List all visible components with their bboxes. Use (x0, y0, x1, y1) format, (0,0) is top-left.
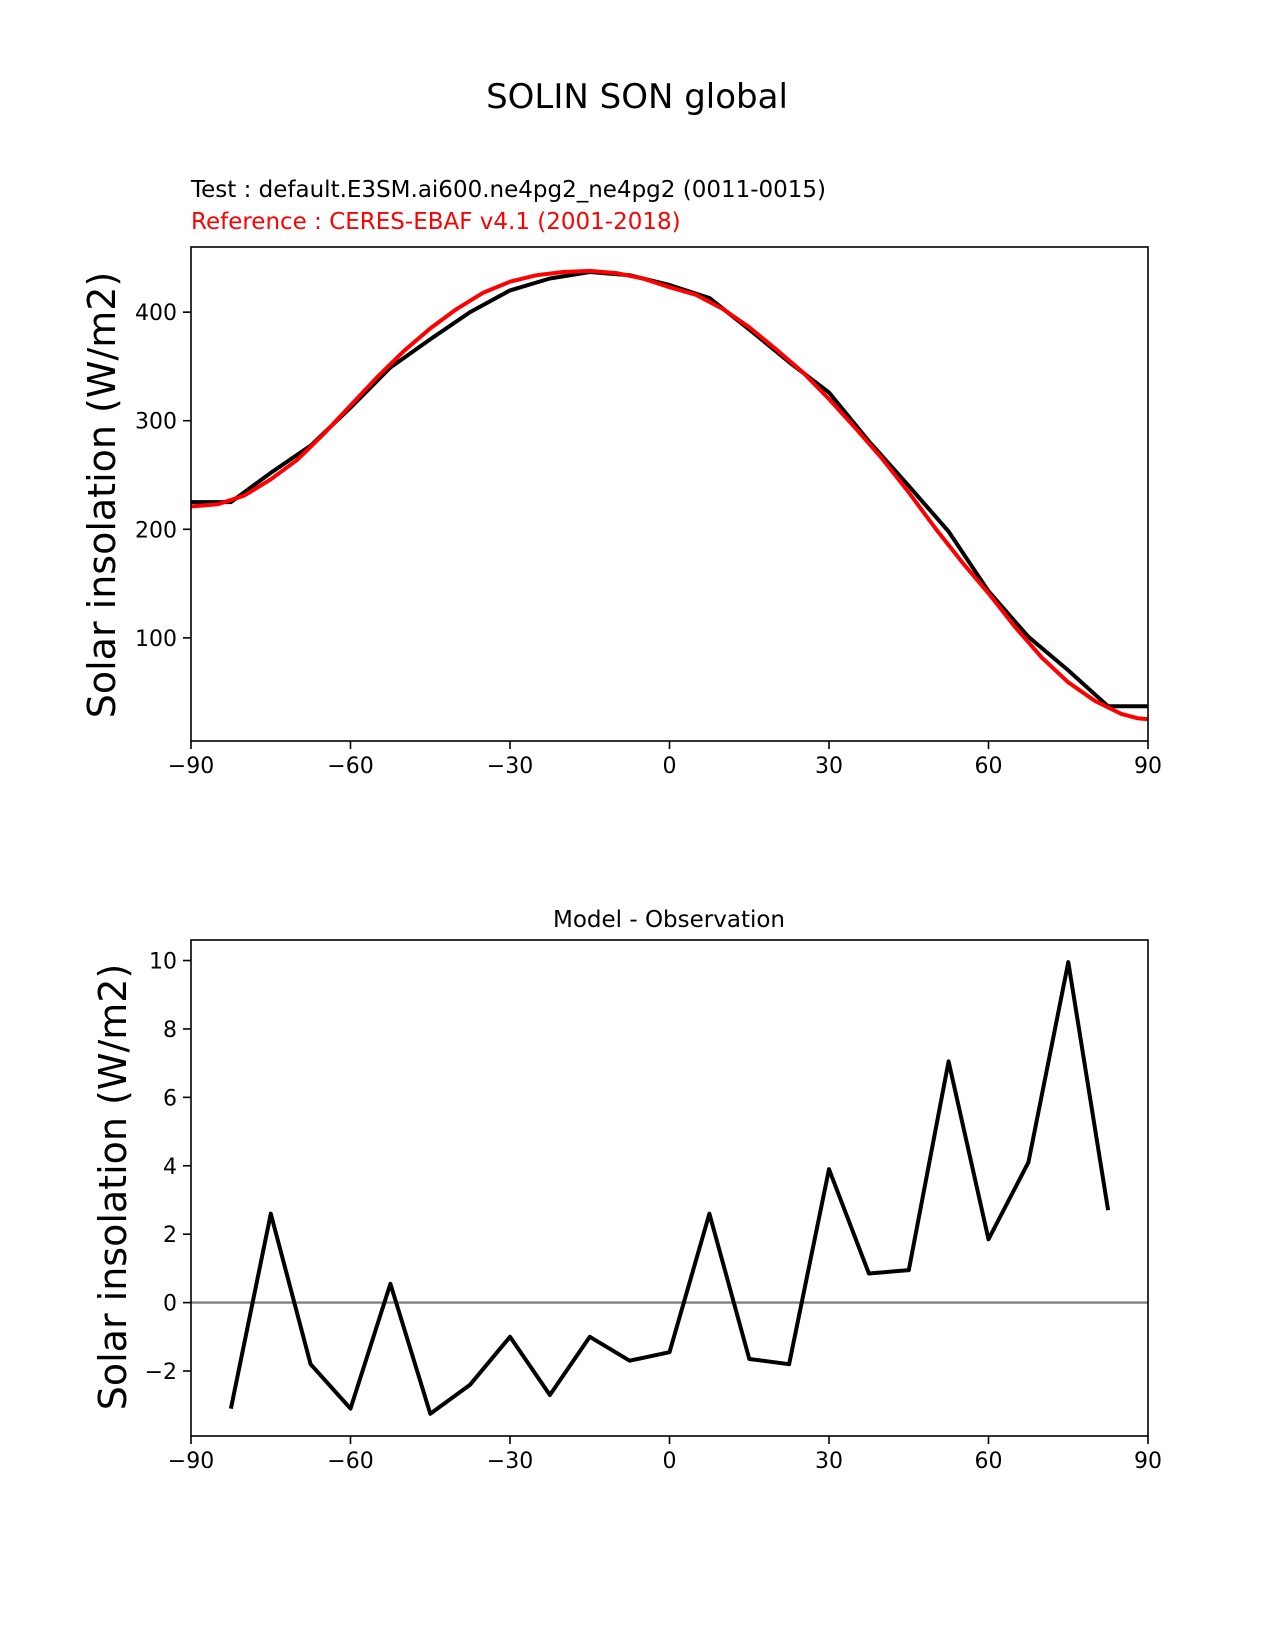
bottom-title: Model - Observation (553, 907, 785, 933)
top-y-tick-label: 100 (135, 627, 177, 652)
bottom-x-tick-label: 30 (815, 1449, 843, 1474)
top-x-tick-label: 0 (663, 754, 677, 779)
test-label: Test : default.E3SM.ai600.ne4pg2_ne4pg2 … (190, 177, 826, 203)
top-x-tick-label: −90 (168, 754, 214, 779)
bottom-ticks: −90 −60 −30 0 30 60 90 −2 0 2 4 6 8 10 (145, 950, 1162, 1474)
bottom-x-tick-label: −30 (487, 1449, 533, 1474)
top-series-line-reference (190, 268, 1149, 722)
top-y-tick-label: 300 (135, 410, 177, 435)
top-y-axis-label: Solar insolation (W/m2) (80, 272, 124, 719)
top-panel: Test : default.E3SM.ai600.ne4pg2_ne4pg2 … (80, 177, 1162, 779)
bottom-y-tick-label: 6 (163, 1086, 177, 1111)
bottom-y-tick-label: 2 (163, 1223, 177, 1248)
top-x-tick-label: 90 (1134, 754, 1162, 779)
bottom-y-tick-label: 10 (149, 950, 177, 975)
top-ticks: −90 −60 −30 0 30 60 90 100 200 300 400 (135, 301, 1162, 779)
bottom-series-line-difference (228, 960, 1111, 1416)
top-y-tick-label: 200 (135, 518, 177, 543)
bottom-panel: Model - Observation Solar insolation (W/… (91, 907, 1162, 1474)
top-x-tick-label: −60 (327, 754, 373, 779)
bottom-x-tick-label: 90 (1134, 1449, 1162, 1474)
bottom-y-tick-label: 4 (163, 1155, 177, 1180)
bottom-x-tick-label: −90 (168, 1449, 214, 1474)
bottom-y-tick-label: 0 (163, 1292, 177, 1317)
reference-label: Reference : CERES-EBAF v4.1 (2001-2018) (191, 209, 681, 235)
bottom-y-tick-label: 8 (163, 1018, 177, 1043)
bottom-series (228, 960, 1111, 1416)
top-series (190, 268, 1149, 722)
bottom-x-tick-label: −60 (327, 1449, 373, 1474)
top-x-tick-label: 60 (975, 754, 1003, 779)
top-x-tick-label: −30 (487, 754, 533, 779)
bottom-x-tick-label: 0 (663, 1449, 677, 1474)
figure-suptitle: SOLIN SON global (486, 77, 788, 117)
top-plot-frame (190, 246, 1149, 742)
bottom-x-tick-label: 60 (975, 1449, 1003, 1474)
top-y-tick-label: 400 (135, 301, 177, 326)
top-x-tick-label: 30 (815, 754, 843, 779)
bottom-y-tick-label: −2 (145, 1360, 177, 1385)
bottom-y-axis-label: Solar insolation (W/m2) (91, 964, 135, 1411)
bottom-plot-frame (190, 939, 1149, 1437)
